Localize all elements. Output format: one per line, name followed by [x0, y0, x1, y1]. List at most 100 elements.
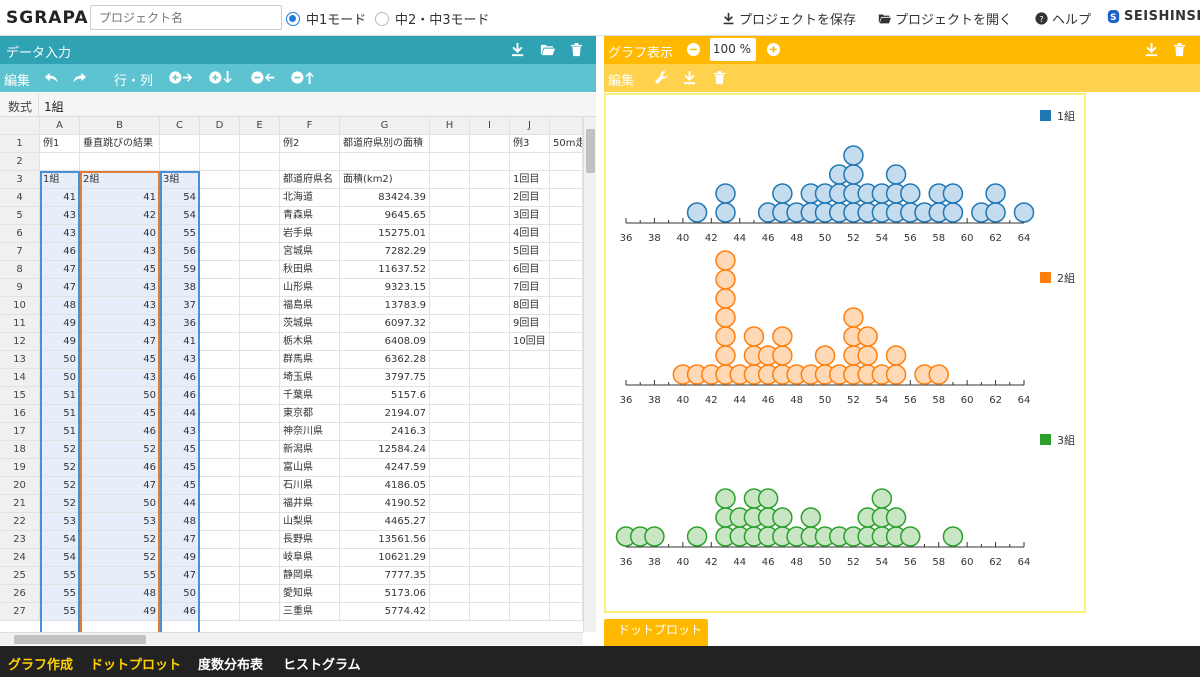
- table-cell[interactable]: 5173.06: [340, 585, 430, 603]
- column-header[interactable]: G: [340, 117, 430, 135]
- table-cell[interactable]: [470, 279, 510, 297]
- table-cell[interactable]: 46: [80, 459, 160, 477]
- table-cell[interactable]: [550, 369, 583, 387]
- table-cell[interactable]: [240, 441, 280, 459]
- table-cell[interactable]: [430, 333, 470, 351]
- table-cell[interactable]: 46: [160, 387, 200, 405]
- table-cell[interactable]: [470, 297, 510, 315]
- table-cell[interactable]: 52: [40, 459, 80, 477]
- table-cell[interactable]: 47: [80, 333, 160, 351]
- table-cell[interactable]: 福島県: [280, 297, 340, 315]
- table-cell[interactable]: 43: [160, 351, 200, 369]
- table-cell[interactable]: [550, 531, 583, 549]
- table-cell[interactable]: [240, 135, 280, 153]
- table-cell[interactable]: [550, 279, 583, 297]
- table-cell[interactable]: 4回目: [510, 225, 550, 243]
- delete-row-button[interactable]: [290, 70, 316, 85]
- horizontal-scrollbar[interactable]: [0, 632, 583, 645]
- table-cell[interactable]: 3797.75: [340, 369, 430, 387]
- table-cell[interactable]: 41: [160, 333, 200, 351]
- table-cell[interactable]: 54: [40, 531, 80, 549]
- row-number[interactable]: 19: [0, 459, 40, 477]
- table-cell[interactable]: [470, 189, 510, 207]
- table-cell[interactable]: [550, 333, 583, 351]
- table-cell[interactable]: 栃木県: [280, 333, 340, 351]
- table-cell[interactable]: [550, 387, 583, 405]
- help-button[interactable]: ? ヘルプ: [1035, 9, 1091, 28]
- table-cell[interactable]: 秋田県: [280, 261, 340, 279]
- table-cell[interactable]: [550, 567, 583, 585]
- table-cell[interactable]: 54: [40, 549, 80, 567]
- table-cell[interactable]: [240, 603, 280, 621]
- table-cell[interactable]: 52: [40, 477, 80, 495]
- open-project-button[interactable]: プロジェクトを開く: [878, 9, 1012, 28]
- table-cell[interactable]: 埼玉県: [280, 369, 340, 387]
- row-number[interactable]: 26: [0, 585, 40, 603]
- table-cell[interactable]: [470, 333, 510, 351]
- table-cell[interactable]: 1組: [40, 171, 80, 189]
- table-cell[interactable]: [160, 153, 200, 171]
- table-cell[interactable]: [200, 225, 240, 243]
- table-cell[interactable]: [200, 549, 240, 567]
- table-cell[interactable]: [240, 297, 280, 315]
- table-cell[interactable]: [470, 171, 510, 189]
- table-cell[interactable]: 6097.32: [340, 315, 430, 333]
- table-cell[interactable]: [430, 495, 470, 513]
- table-cell[interactable]: 49: [40, 333, 80, 351]
- table-cell[interactable]: 51: [40, 387, 80, 405]
- table-cell[interactable]: 2回目: [510, 189, 550, 207]
- table-cell[interactable]: 52: [80, 549, 160, 567]
- redo-button[interactable]: [72, 70, 87, 85]
- table-cell[interactable]: 千葉県: [280, 387, 340, 405]
- table-cell[interactable]: 52: [80, 531, 160, 549]
- row-number[interactable]: 4: [0, 189, 40, 207]
- column-header[interactable]: F: [280, 117, 340, 135]
- table-cell[interactable]: [550, 513, 583, 531]
- table-cell[interactable]: [240, 153, 280, 171]
- table-cell[interactable]: 45: [160, 441, 200, 459]
- graph-delete-button[interactable]: [1172, 42, 1187, 57]
- table-cell[interactable]: [240, 531, 280, 549]
- table-cell[interactable]: [200, 369, 240, 387]
- table-cell[interactable]: [510, 387, 550, 405]
- table-cell[interactable]: 1回目: [510, 171, 550, 189]
- table-cell[interactable]: [430, 603, 470, 621]
- table-cell[interactable]: 45: [80, 351, 160, 369]
- table-cell[interactable]: [430, 261, 470, 279]
- table-cell[interactable]: [510, 513, 550, 531]
- table-cell[interactable]: 10回目: [510, 333, 550, 351]
- data-download-button[interactable]: [510, 42, 525, 57]
- table-cell[interactable]: [200, 603, 240, 621]
- table-cell[interactable]: 4465.27: [340, 513, 430, 531]
- table-cell[interactable]: 7777.35: [340, 567, 430, 585]
- table-cell[interactable]: [470, 243, 510, 261]
- table-cell[interactable]: [470, 603, 510, 621]
- table-cell[interactable]: 9323.15: [340, 279, 430, 297]
- graph-canvas[interactable]: 36 38 40 42 44 46 48 50 52 54 56 58 60 62 64 1組 36 38 40 42…: [604, 93, 1086, 613]
- table-cell[interactable]: [430, 513, 470, 531]
- table-cell[interactable]: [200, 405, 240, 423]
- column-header[interactable]: E: [240, 117, 280, 135]
- table-cell[interactable]: 49: [80, 603, 160, 621]
- row-number[interactable]: 27: [0, 603, 40, 621]
- row-number[interactable]: 25: [0, 567, 40, 585]
- table-cell[interactable]: [430, 351, 470, 369]
- table-cell[interactable]: 都道府県名: [280, 171, 340, 189]
- delete-col-button[interactable]: [250, 70, 276, 85]
- table-cell[interactable]: [340, 153, 430, 171]
- table-cell[interactable]: [430, 279, 470, 297]
- table-cell[interactable]: 7282.29: [340, 243, 430, 261]
- table-cell[interactable]: [200, 459, 240, 477]
- table-cell[interactable]: [200, 441, 240, 459]
- table-cell[interactable]: 45: [80, 261, 160, 279]
- table-cell[interactable]: 43: [80, 369, 160, 387]
- table-cell[interactable]: [240, 567, 280, 585]
- table-cell[interactable]: [430, 585, 470, 603]
- column-header[interactable]: D: [200, 117, 240, 135]
- table-cell[interactable]: 41: [40, 189, 80, 207]
- table-cell[interactable]: 富山県: [280, 459, 340, 477]
- table-cell[interactable]: [550, 225, 583, 243]
- table-cell[interactable]: [430, 189, 470, 207]
- table-cell[interactable]: [470, 405, 510, 423]
- column-header[interactable]: H: [430, 117, 470, 135]
